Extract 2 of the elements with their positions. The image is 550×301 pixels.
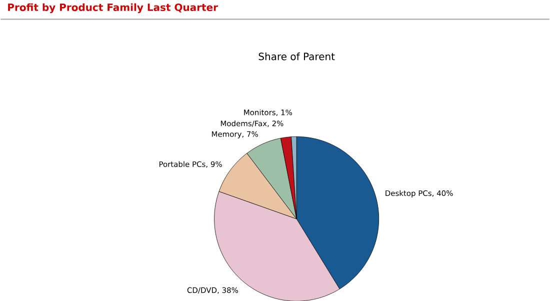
chart-subtitle: Share of Parent bbox=[258, 52, 335, 60]
chart-title: Profit by Product Family Last Quarter bbox=[8, 3, 218, 13]
